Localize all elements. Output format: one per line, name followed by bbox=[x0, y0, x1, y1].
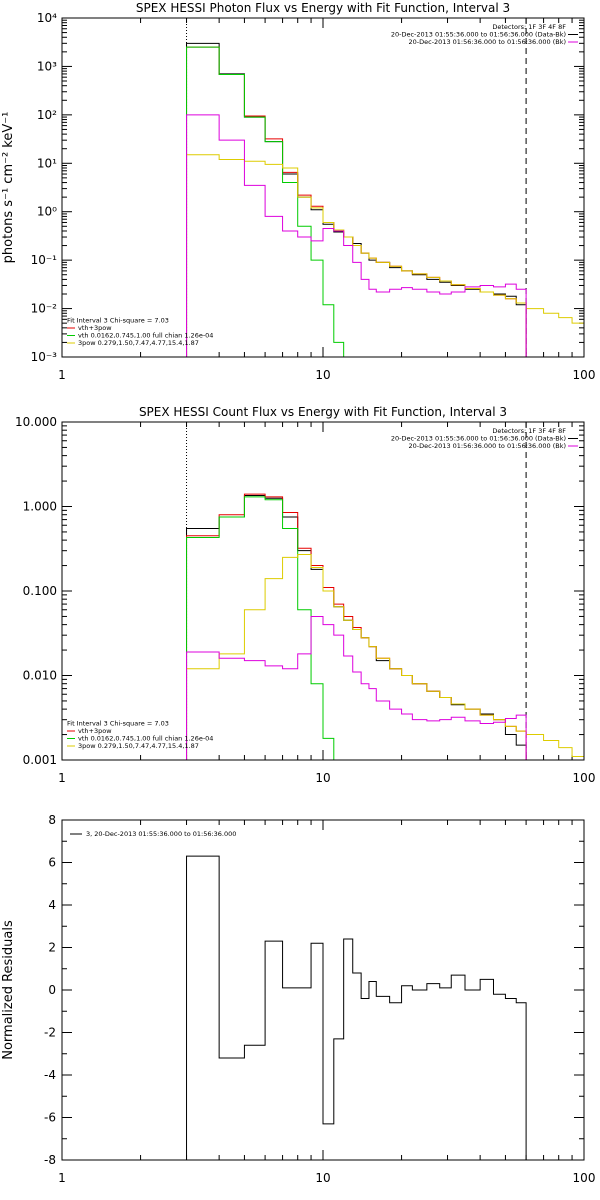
y-tick-label: 10⁻² bbox=[31, 302, 58, 316]
chart-panel-1: SPEX HESSI Photon Flux vs Energy with Fi… bbox=[1, 1, 595, 382]
x-tick-label: 100 bbox=[573, 1171, 596, 1185]
y-tick-label: 0.010 bbox=[23, 669, 57, 683]
legend-entry: 20-Dec-2013 01:55:36.000 to 01:56:36.000… bbox=[391, 31, 566, 39]
legend-bottom: Fit Interval 3 Chi-square = 7.03vth+3pow… bbox=[67, 720, 213, 750]
y-tick-label: 1.000 bbox=[23, 500, 57, 514]
chart-title: SPEX HESSI Count Flux vs Energy with Fit… bbox=[139, 405, 507, 419]
legend-entry: Fit Interval 3 Chi-square = 7.03 bbox=[67, 720, 169, 728]
series-bk bbox=[186, 114, 527, 357]
y-tick-label: -2 bbox=[44, 1026, 56, 1040]
legend-entry: Detectors: 1F 3F 4F 8F bbox=[492, 23, 566, 31]
x-tick-label: 100 bbox=[573, 368, 596, 382]
y-tick-label: 0 bbox=[48, 983, 56, 997]
series-3pow bbox=[186, 554, 584, 760]
y-axis-ticks bbox=[62, 17, 584, 358]
y-tick-label: 10² bbox=[37, 108, 57, 122]
y-tick-label: 6 bbox=[48, 856, 56, 870]
chart-panel-2: SPEX HESSI Count Flux vs Energy with Fit… bbox=[15, 405, 595, 785]
legend-top: 3, 20-Dec-2013 01:55:36.000 to 01:56:36.… bbox=[70, 830, 236, 838]
legend-entry: Detectors: 1F 3F 4F 8F bbox=[492, 427, 566, 435]
series-vth bbox=[186, 496, 344, 760]
legend-entry: vth 0.0162,0.745,1.00 full chian 1.26e-0… bbox=[78, 735, 213, 743]
plot-frame bbox=[61, 819, 585, 1161]
series-vth bbox=[186, 46, 353, 357]
chart-panel-3: Normalized Residuals 1 10 100 -8 -6 -4 -2 0 2 4 6 8 3… bbox=[1, 813, 595, 1185]
y-tick-label: -4 bbox=[44, 1068, 56, 1082]
y-tick-label: 8 bbox=[48, 813, 56, 827]
series-bk bbox=[186, 615, 527, 760]
y-tick-label: 10⁻¹ bbox=[31, 253, 58, 267]
legend-entry: vth 0.0162,0.745,1.00 full chian 1.26e-0… bbox=[78, 332, 213, 340]
y-tick-label: 10⁰ bbox=[37, 205, 57, 219]
x-tick-label: 10 bbox=[315, 771, 330, 785]
y-tick-label: 10⁴ bbox=[37, 11, 57, 25]
y-tick-label: 10¹ bbox=[37, 156, 57, 170]
y-tick-label: 10³ bbox=[37, 59, 57, 73]
plot-area bbox=[186, 18, 584, 357]
y-tick-label: 2 bbox=[48, 941, 56, 955]
y-tick-label: -6 bbox=[44, 1111, 56, 1125]
y-tick-label: 10⁻³ bbox=[31, 350, 58, 364]
x-tick-label: 10 bbox=[315, 368, 330, 382]
x-tick-label: 1 bbox=[58, 368, 66, 382]
legend-entry: vth+3pow bbox=[78, 727, 112, 735]
legend-entry: 20-Dec-2013 01:56:36.000 to 01:56:36.000… bbox=[409, 38, 567, 46]
x-tick-label: 1 bbox=[58, 1171, 66, 1185]
y-tick-label: 10.000 bbox=[15, 415, 57, 429]
series-3pow bbox=[186, 154, 584, 357]
chart-title: SPEX HESSI Photon Flux vs Energy with Fi… bbox=[136, 1, 510, 15]
legend-entry: vth+3pow bbox=[78, 324, 112, 332]
legend-bottom: Fit Interval 3 Chi-square = 7.03vth+3pow… bbox=[67, 317, 213, 347]
series-vth-3pow bbox=[186, 46, 527, 357]
y-tick-label: 4 bbox=[48, 898, 56, 912]
series-residuals bbox=[186, 855, 527, 1160]
y-axis-label: Normalized Residuals bbox=[1, 920, 16, 1060]
y-axis-label: photons s⁻¹ cm⁻² keV⁻¹ bbox=[1, 112, 16, 264]
x-tick-label: 100 bbox=[573, 771, 596, 785]
legend-entry: 3, 20-Dec-2013 01:55:36.000 to 01:56:36.… bbox=[86, 830, 236, 838]
plot-area bbox=[186, 855, 527, 1160]
legend-entry: 20-Dec-2013 01:56:36.000 to 01:56:36.000… bbox=[409, 442, 567, 450]
plot-frame bbox=[61, 17, 585, 358]
legend-entry: 20-Dec-2013 01:55:36.000 to 01:56:36.000… bbox=[391, 435, 566, 443]
plot-frame bbox=[61, 421, 585, 761]
x-tick-label: 1 bbox=[58, 771, 66, 785]
y-tick-label: -8 bbox=[44, 1153, 56, 1167]
y-tick-label: 0.100 bbox=[23, 584, 57, 598]
x-tick-label: 10 bbox=[315, 1171, 330, 1185]
y-tick-label: 0.001 bbox=[23, 753, 57, 767]
legend-entry: 3pow 0.279,1.50,7.47,4.77,15.4,1.87 bbox=[78, 339, 199, 347]
series-data-bk bbox=[186, 42, 527, 357]
plot-area bbox=[186, 422, 584, 760]
legend-entry: Fit Interval 3 Chi-square = 7.03 bbox=[67, 317, 169, 325]
series-vth-3pow bbox=[186, 493, 527, 760]
x-axis-ticks bbox=[61, 18, 585, 357]
legend-entry: 3pow 0.279,1.50,7.47,4.77,15.4,1.87 bbox=[78, 742, 199, 750]
